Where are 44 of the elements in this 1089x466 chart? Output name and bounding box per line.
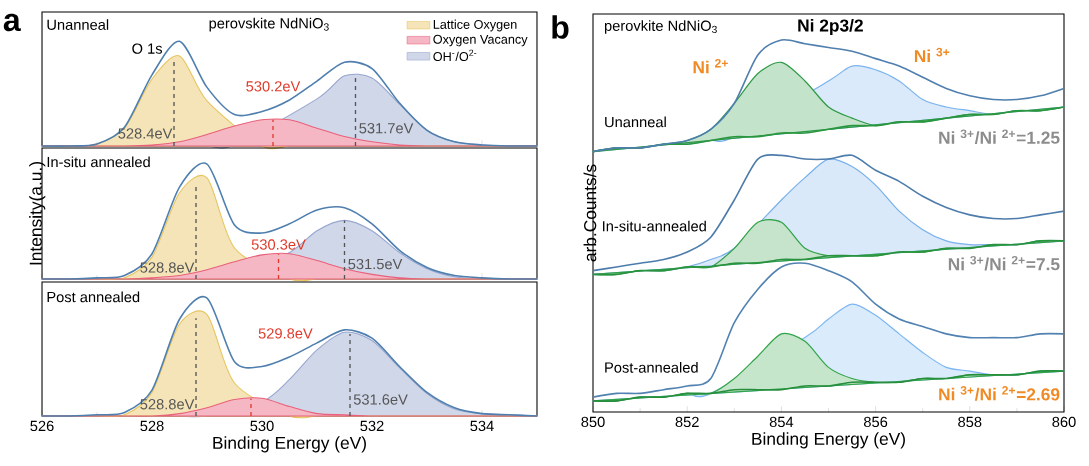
- legend-label: Lattice Oxygen: [433, 19, 517, 32]
- x-tick-label: 852: [675, 416, 699, 428]
- text: Unanneal: [47, 19, 109, 30]
- x-tick-label: 530: [250, 420, 274, 432]
- annotation: In-situ-annealed: [603, 220, 706, 232]
- y-axis-title: arb.Counts/s: [583, 164, 597, 262]
- annotation: O 1s: [132, 43, 163, 54]
- annotation: Unanneal: [605, 116, 666, 128]
- x-tick-label: 856: [863, 416, 888, 428]
- x-axis-title: Binding Energy (eV): [752, 432, 905, 449]
- x-axis-title: Binding Energy (eV): [213, 436, 366, 453]
- y-axis-title: Intensity(a.u.): [29, 162, 46, 265]
- ref-line-label: 528.8eV: [140, 262, 195, 273]
- x-tick-label: 854: [769, 416, 794, 428]
- annotation: Post annealed: [47, 291, 140, 303]
- x-tick-label: 858: [958, 416, 982, 428]
- x-tick-label: 528: [140, 420, 164, 432]
- ref-line-label: 528.8eV: [140, 399, 195, 410]
- ref-line-label: 531.5eV: [348, 258, 403, 270]
- ref-line-label: 528.4eV: [118, 128, 173, 139]
- ref-line-label: 529.8eV: [258, 328, 313, 339]
- ref-line-label: 530.2eV: [246, 81, 301, 92]
- series-label: Ni $^{3+}$: [914, 47, 950, 63]
- ref-line-label: 531.7eV: [359, 123, 414, 134]
- legend-label: OH$^{-}$/O$^{2-}$: [433, 49, 477, 62]
- annotation: In-situ annealed: [47, 156, 150, 168]
- legend-label: Oxygen Vacancy: [433, 34, 528, 47]
- x-tick-label: 532: [360, 420, 384, 432]
- x-tick-label: 534: [470, 420, 494, 432]
- series-label: Ni $^{2+}$: [693, 58, 728, 74]
- x-tick-label: 850: [581, 416, 605, 428]
- text: Ni 2p3/2: [798, 18, 863, 36]
- annotation: Ni $^{3+}$/Ni $^{2+}$=7.5: [948, 255, 1060, 271]
- annotation: Ni $^{3+}$/Ni $^{2+}$=1.25: [939, 129, 1060, 145]
- annotation: Post-annealed: [605, 361, 698, 373]
- text: a: [3, 13, 21, 32]
- x-tick-label: 860: [1052, 416, 1076, 428]
- text: perovkite NdNiO$_{3}$: [604, 20, 717, 34]
- text: perovskite NdNiO$_{3}$: [209, 17, 329, 32]
- ref-line-label: 530.3eV: [251, 239, 306, 250]
- ref-line-label: 531.6eV: [353, 394, 408, 405]
- text: b: [552, 15, 569, 39]
- x-tick-label: 526: [30, 420, 54, 432]
- annotation: Ni $^{3+}$/Ni $^{2+}$=2.69: [939, 386, 1060, 401]
